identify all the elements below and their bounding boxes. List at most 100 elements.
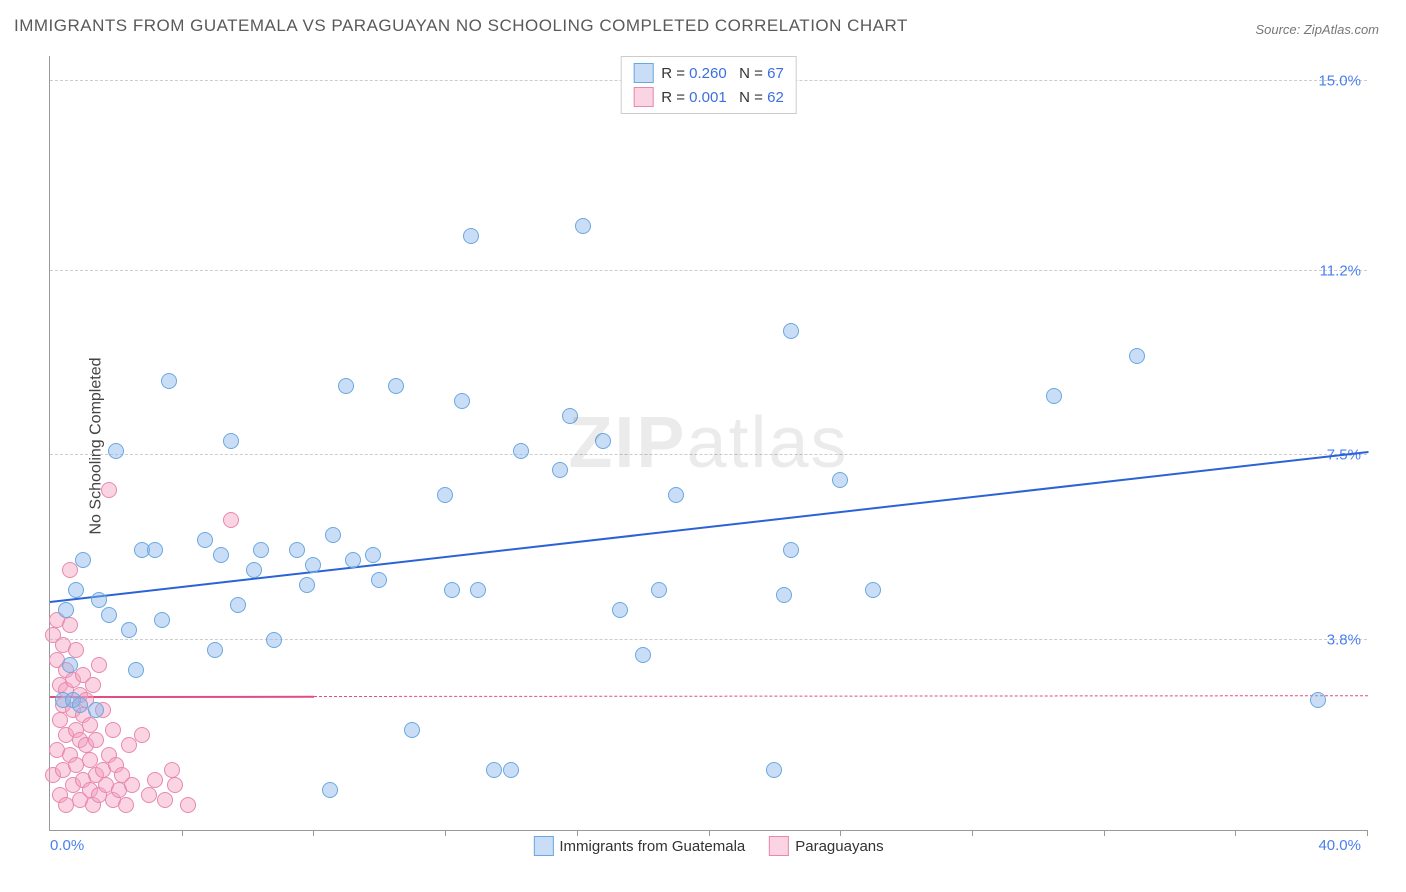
data-point — [253, 542, 269, 558]
data-point — [213, 547, 229, 563]
legend-series: Immigrants from Guatemala Paraguayans — [533, 836, 883, 856]
data-point — [72, 697, 88, 713]
x-tick — [182, 830, 183, 836]
data-point — [62, 617, 78, 633]
x-tick — [313, 830, 314, 836]
data-point — [91, 657, 107, 673]
data-point — [58, 602, 74, 618]
watermark-bold: ZIP — [568, 403, 686, 483]
x-tick — [577, 830, 578, 836]
data-point — [101, 482, 117, 498]
data-point — [513, 443, 529, 459]
data-point — [1129, 348, 1145, 364]
plot-area: ZIPatlas R = 0.260 N = 67 R = 0.001 N = 6… — [49, 56, 1367, 831]
data-point — [668, 487, 684, 503]
x-tick — [709, 830, 710, 836]
data-point — [766, 762, 782, 778]
data-point — [154, 612, 170, 628]
legend-stat-text: R = 0.001 N = 62 — [661, 89, 784, 106]
legend-swatch — [769, 836, 789, 856]
data-point — [91, 592, 107, 608]
data-point — [562, 408, 578, 424]
gridline — [50, 270, 1367, 271]
data-point — [121, 622, 137, 638]
watermark-light: atlas — [686, 403, 848, 483]
x-tick — [445, 830, 446, 836]
data-point — [832, 472, 848, 488]
gridline — [50, 454, 1367, 455]
data-point — [305, 557, 321, 573]
data-point — [783, 542, 799, 558]
data-point — [345, 552, 361, 568]
legend-stat-text: R = 0.260 N = 67 — [661, 65, 784, 82]
data-point — [299, 577, 315, 593]
data-point — [503, 762, 519, 778]
data-point — [595, 433, 611, 449]
data-point — [82, 717, 98, 733]
data-point — [776, 587, 792, 603]
data-point — [88, 702, 104, 718]
data-point — [365, 547, 381, 563]
data-point — [470, 582, 486, 598]
chart-title: IMMIGRANTS FROM GUATEMALA VS PARAGUAYAN … — [14, 16, 908, 36]
data-point — [338, 378, 354, 394]
x-axis-max-label: 40.0% — [1318, 837, 1361, 854]
data-point — [230, 597, 246, 613]
legend-label: Immigrants from Guatemala — [559, 838, 745, 855]
y-tick-label: 15.0% — [1318, 72, 1361, 89]
data-point — [75, 552, 91, 568]
data-point — [444, 582, 460, 598]
data-point — [161, 373, 177, 389]
x-axis-origin-label: 0.0% — [50, 837, 84, 854]
legend-label: Paraguayans — [795, 838, 883, 855]
data-point — [207, 642, 223, 658]
data-point — [1046, 388, 1062, 404]
x-tick — [840, 830, 841, 836]
legend-statistics: R = 0.260 N = 67 R = 0.001 N = 62 — [620, 56, 797, 114]
data-point — [164, 762, 180, 778]
data-point — [88, 732, 104, 748]
legend-swatch — [633, 87, 653, 107]
data-point — [105, 722, 121, 738]
x-tick — [1367, 830, 1368, 836]
data-point — [246, 562, 262, 578]
y-tick-label: 3.8% — [1327, 632, 1361, 649]
data-point — [437, 487, 453, 503]
data-point — [322, 782, 338, 798]
data-point — [404, 722, 420, 738]
data-point — [289, 542, 305, 558]
data-point — [134, 727, 150, 743]
trend-line — [50, 451, 1368, 603]
data-point — [454, 393, 470, 409]
x-tick — [1235, 830, 1236, 836]
data-point — [575, 218, 591, 234]
legend-stat-row: R = 0.001 N = 62 — [633, 85, 784, 109]
legend-swatch — [633, 63, 653, 83]
data-point — [865, 582, 881, 598]
data-point — [124, 777, 140, 793]
gridline — [50, 639, 1367, 640]
data-point — [167, 777, 183, 793]
data-point — [486, 762, 502, 778]
data-point — [68, 642, 84, 658]
data-point — [651, 582, 667, 598]
data-point — [635, 647, 651, 663]
data-point — [118, 797, 134, 813]
legend-stat-row: R = 0.260 N = 67 — [633, 61, 784, 85]
legend-swatch — [533, 836, 553, 856]
source-attribution: Source: ZipAtlas.com — [1255, 22, 1379, 37]
data-point — [147, 542, 163, 558]
x-tick — [1104, 830, 1105, 836]
data-point — [101, 607, 117, 623]
legend-item: Immigrants from Guatemala — [533, 836, 745, 856]
data-point — [223, 512, 239, 528]
y-tick-label: 11.2% — [1320, 262, 1361, 279]
trend-line-dashed — [314, 695, 1368, 697]
data-point — [463, 228, 479, 244]
data-point — [197, 532, 213, 548]
data-point — [783, 323, 799, 339]
data-point — [371, 572, 387, 588]
data-point — [552, 462, 568, 478]
data-point — [68, 582, 84, 598]
data-point — [388, 378, 404, 394]
